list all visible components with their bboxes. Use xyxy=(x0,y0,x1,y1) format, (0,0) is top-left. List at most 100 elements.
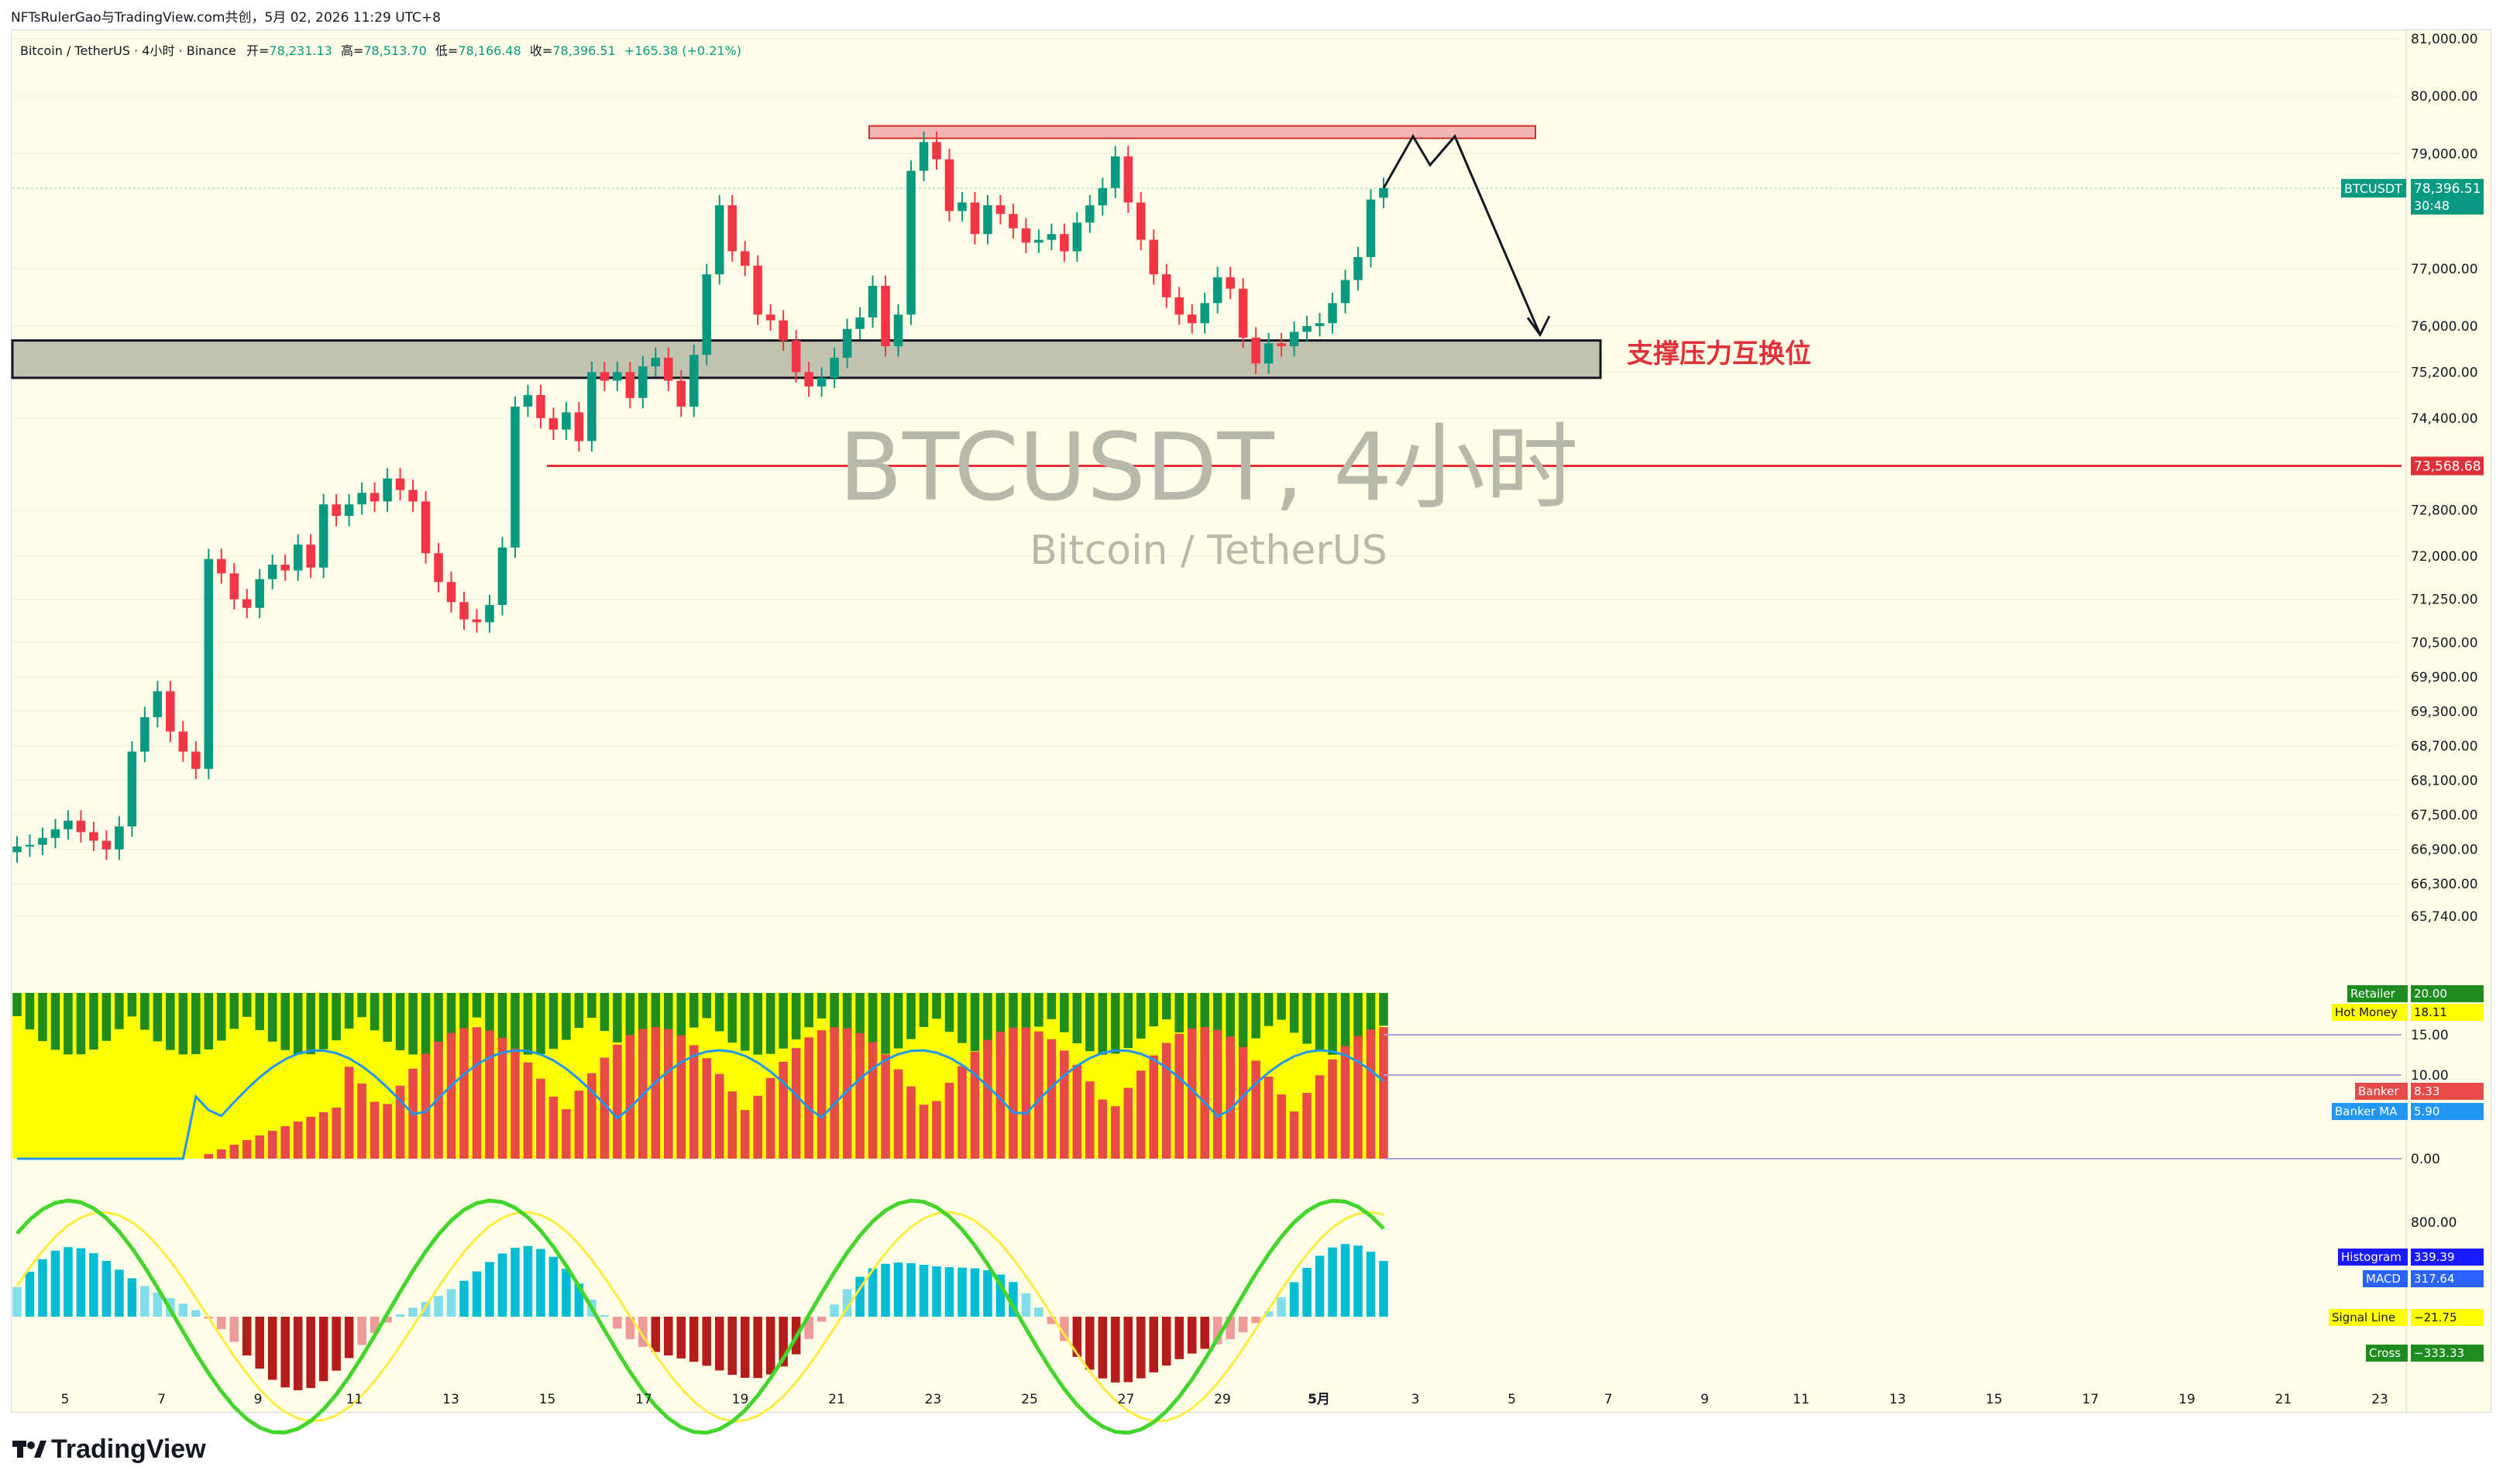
histogram-bar xyxy=(970,1268,980,1317)
retailer-bar xyxy=(587,993,597,1019)
banker-bar xyxy=(944,1083,954,1159)
retailer-bar xyxy=(446,993,456,1040)
chart-frame[interactable] xyxy=(11,29,2491,1413)
candle-body xyxy=(562,412,571,430)
price-tick-label: 72,000.00 xyxy=(2411,549,2478,565)
candle-body xyxy=(1136,202,1146,240)
candle-body xyxy=(1226,277,1235,289)
banker-bar xyxy=(255,1135,265,1159)
candle-body xyxy=(332,504,341,517)
histogram-bar xyxy=(1328,1247,1337,1317)
histogram-bar xyxy=(919,1265,929,1317)
histogram-bar xyxy=(383,1317,392,1323)
retailer-bar xyxy=(357,993,366,1018)
banker-bar xyxy=(1123,1087,1133,1159)
candle-body xyxy=(1072,222,1082,252)
price-tick-label: 68,100.00 xyxy=(2411,774,2478,789)
price-tick-label: 66,900.00 xyxy=(2411,843,2478,858)
banker-bar xyxy=(830,1027,839,1159)
banker-bar xyxy=(1226,1036,1235,1159)
line-price-tag: 73,568.68 xyxy=(2414,459,2481,475)
time-tick-label: 17 xyxy=(2082,1392,2099,1407)
retailer-bar xyxy=(280,993,290,1050)
banker-bar xyxy=(664,1029,673,1159)
banker-bar xyxy=(1098,1099,1108,1159)
retailer-bar xyxy=(702,993,712,1019)
histogram-bar xyxy=(958,1267,967,1317)
time-tick-label: 25 xyxy=(1021,1392,1038,1407)
hot-val-bg xyxy=(2411,1004,2484,1021)
banker-bar xyxy=(906,1086,916,1159)
retailer-bar xyxy=(64,993,73,1055)
retailer-tag-val-bg xyxy=(2411,985,2484,1002)
retailer-bar xyxy=(1047,993,1057,1019)
banker-ma-line xyxy=(17,1049,1384,1160)
banker-bar xyxy=(344,1067,354,1159)
retailer-bar xyxy=(765,993,775,1054)
price-tick-label: 72,800.00 xyxy=(2411,503,2478,519)
banker-bar xyxy=(293,1122,303,1159)
candle-body xyxy=(523,395,533,407)
retailer-bar xyxy=(153,993,163,1042)
macd-tag-label: MACD xyxy=(2366,1272,2401,1286)
time-tick-label: 15 xyxy=(1986,1392,2003,1407)
candle-body xyxy=(842,328,852,358)
retailer-bar xyxy=(804,993,813,1028)
histogram-bar xyxy=(548,1256,559,1317)
histogram-bar xyxy=(676,1317,686,1359)
histogram-bar xyxy=(740,1317,750,1378)
banker-bar xyxy=(1034,1031,1043,1159)
retailer-bar xyxy=(1009,993,1018,1049)
projection-path xyxy=(1382,133,1542,335)
candle-body xyxy=(868,286,878,318)
retailer-bar xyxy=(89,993,98,1050)
banker-bar xyxy=(1328,1059,1337,1159)
banker-bar xyxy=(1353,1036,1363,1159)
histogram-bar xyxy=(1200,1317,1209,1349)
candle-body xyxy=(344,504,354,517)
tradingview-logo[interactable]: TradingView xyxy=(12,1434,206,1466)
histogram-bar xyxy=(842,1289,852,1317)
histogram-bar xyxy=(395,1314,405,1317)
banker-bar xyxy=(1238,1046,1248,1159)
candle-body xyxy=(497,547,507,606)
time-tick-label: 23 xyxy=(2371,1392,2388,1407)
candle-body xyxy=(1379,187,1388,198)
macd-tag-value: 317.64 xyxy=(2414,1272,2455,1286)
banker-bar xyxy=(1289,1111,1299,1159)
histogram-bar xyxy=(1034,1307,1043,1317)
retailer-bar xyxy=(1098,993,1108,1055)
candle-body xyxy=(153,691,163,717)
candle-body xyxy=(625,372,635,398)
candle-body xyxy=(638,366,648,398)
histogram-bar xyxy=(562,1269,571,1317)
retailer-bar xyxy=(983,993,992,1055)
banker-bar xyxy=(395,1085,405,1159)
candle-body xyxy=(881,286,890,346)
candle-body xyxy=(1174,297,1184,315)
symbol-tag-bg xyxy=(2341,179,2406,198)
banker-bar xyxy=(357,1083,366,1159)
candle-body xyxy=(1238,288,1248,338)
support-annotation: 支撑压力互换位 xyxy=(1627,338,1811,369)
candle-body xyxy=(395,478,405,490)
retailer-bar xyxy=(217,993,226,1041)
retailer-bar xyxy=(229,993,239,1029)
retailer-bar xyxy=(1340,993,1350,1054)
candle-body xyxy=(1123,156,1133,203)
candle-body xyxy=(1034,239,1043,243)
banker-bar xyxy=(1174,1033,1184,1159)
histogram-bar xyxy=(25,1271,35,1317)
time-tick-label: 7 xyxy=(1604,1392,1613,1407)
retailer-bar xyxy=(370,993,380,1031)
histogram-bar xyxy=(497,1253,507,1317)
retailer-bar xyxy=(115,993,124,1029)
time-tick-label: 17 xyxy=(635,1392,652,1407)
candle-body xyxy=(25,844,35,847)
banker-bar xyxy=(1264,1077,1274,1159)
histogram-bar xyxy=(1161,1317,1171,1366)
candle-body xyxy=(267,565,277,579)
retailer-bar xyxy=(38,993,47,1042)
retailer-bar xyxy=(1021,993,1031,1039)
